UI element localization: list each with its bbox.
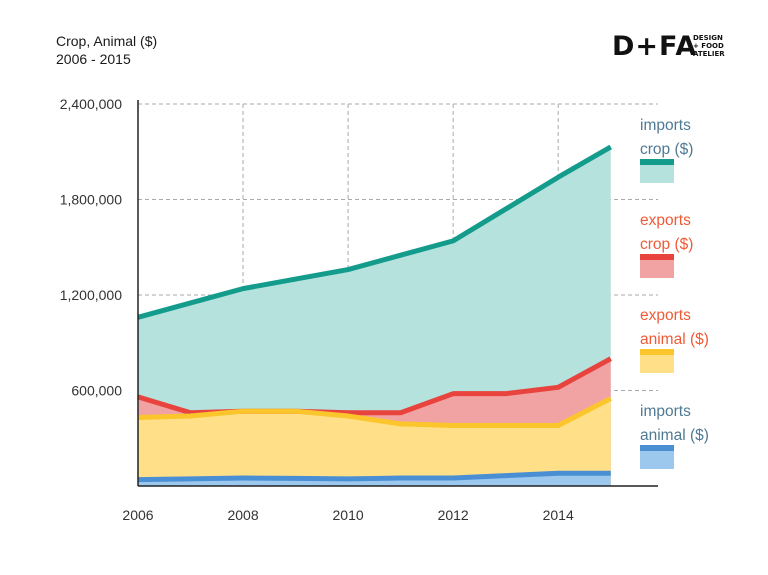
legend-line-swatch-2 [640,349,674,355]
legend-label-0-1: crop ($) [640,141,693,158]
x-tick-label-4: 2014 [543,507,574,523]
x-tick-label-3: 2012 [438,507,469,523]
legend-line-swatch-3 [640,445,674,451]
series-line-0 [137,144,612,320]
chart-title: Crop, Animal ($) 2006 - 2015 [56,32,157,68]
logo-text: D+FA [612,31,698,62]
chart-title-line2: 2006 - 2015 [56,51,131,67]
y-tick-label-3: 2,400,000 [60,96,122,112]
x-tick-label-2: 2010 [333,507,364,523]
legend-fill-swatch-0 [640,165,674,183]
legend-line-swatch-0 [640,159,674,165]
logo-sub-line-3: ATELIER [693,50,725,58]
dfa-logo: D+FA DESIGN + FOOD ATELIER [612,30,732,64]
series-line-3 [137,470,611,483]
legend-label-0-0: imports [640,117,691,134]
legend-label-3-0: imports [640,403,691,420]
logo-subtext: DESIGN + FOOD ATELIER [693,34,725,58]
legend-label-3-1: animal ($) [640,427,709,444]
chart-title-line1: Crop, Animal ($) [56,33,158,49]
legend-label-2-0: exports [640,307,691,324]
legend-fill-swatch-2 [640,355,674,373]
legend-label-2-1: animal ($) [640,331,709,348]
y-tick-label-2: 1,800,000 [60,192,122,208]
legend-label-1-0: exports [640,212,691,229]
series-line-2 [137,396,612,429]
x-tick-label-0: 2006 [122,507,153,523]
legend-label-1-1: crop ($) [640,236,693,253]
logo-sub-line-1: DESIGN [693,34,723,42]
logo-sub-line-2: + FOOD [693,42,724,50]
area-2 [138,398,611,486]
y-tick-label-0: 600,000 [71,383,122,399]
legend-fill-swatch-1 [640,260,674,278]
legend-fill-swatch-3 [640,451,674,469]
y-tick-label-1: 1,200,000 [60,287,122,303]
x-tick-label-1: 2008 [227,507,258,523]
legend-line-swatch-1 [640,254,674,260]
